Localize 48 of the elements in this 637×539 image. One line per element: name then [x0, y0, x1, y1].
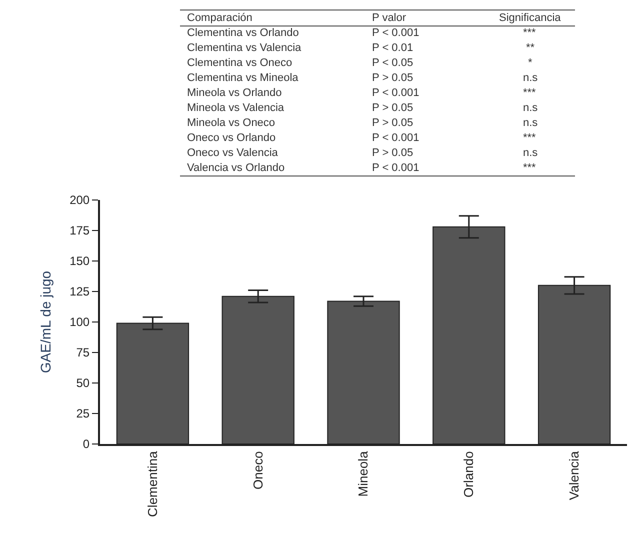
text: **	[526, 42, 536, 54]
text: Clementina vs Valencia	[187, 42, 302, 54]
text: Mineola vs Oneco	[187, 117, 276, 129]
text: Oneco vs Orlando	[187, 132, 276, 144]
text: Significancia	[499, 12, 562, 24]
text: P < 0.01	[372, 42, 414, 54]
text: Clementina vs Oneco	[187, 57, 292, 69]
y-tick-label: 200	[70, 193, 90, 208]
text: P > 0.05	[372, 147, 414, 159]
text: Clementina vs Orlando	[187, 27, 299, 39]
text: P > 0.05	[372, 72, 414, 84]
text: *	[528, 57, 533, 69]
text: ***	[523, 132, 537, 144]
x-tick-label: Clementina	[144, 450, 160, 517]
text: P < 0.001	[372, 132, 420, 144]
text: P < 0.05	[372, 57, 414, 69]
text: n.s	[523, 117, 538, 129]
text: ***	[523, 87, 537, 99]
text: Oneco vs Valencia	[187, 147, 279, 159]
y-tick-label: 175	[70, 224, 90, 238]
text: n.s	[523, 72, 538, 84]
y-tick-label: 100	[70, 315, 90, 330]
y-tick-label: 25	[76, 406, 90, 421]
text: ***	[523, 27, 537, 39]
text: P < 0.001	[372, 27, 420, 39]
text: n.s	[523, 102, 538, 114]
text: Valencia vs Orlando	[187, 162, 285, 174]
text: Mineola vs Valencia	[187, 102, 285, 114]
y-tick-label: 125	[70, 284, 90, 299]
y-axis-title: GAE/mL de jugo	[38, 270, 54, 374]
text: n.s	[523, 147, 538, 159]
text: P > 0.05	[372, 102, 414, 114]
y-tick-label: 50	[76, 376, 90, 390]
x-tick-label: Valencia	[566, 450, 582, 500]
text: P < 0.001	[372, 162, 420, 174]
text: P valor	[372, 12, 406, 24]
x-tick-label: Mineola	[356, 450, 371, 497]
y-tick-label: 75	[76, 346, 90, 360]
text: P > 0.05	[372, 117, 414, 129]
y-tick-label: 150	[70, 254, 90, 268]
text: ***	[523, 162, 537, 174]
text: Clementina vs Mineola	[187, 72, 300, 84]
x-tick-label: Orlando	[461, 451, 476, 498]
text: P < 0.001	[372, 87, 420, 99]
text: Mineola vs Orlando	[187, 87, 282, 99]
x-tick-label: Oneco	[250, 451, 266, 490]
text: Comparación	[187, 12, 252, 24]
y-tick-label: 0	[82, 437, 90, 452]
